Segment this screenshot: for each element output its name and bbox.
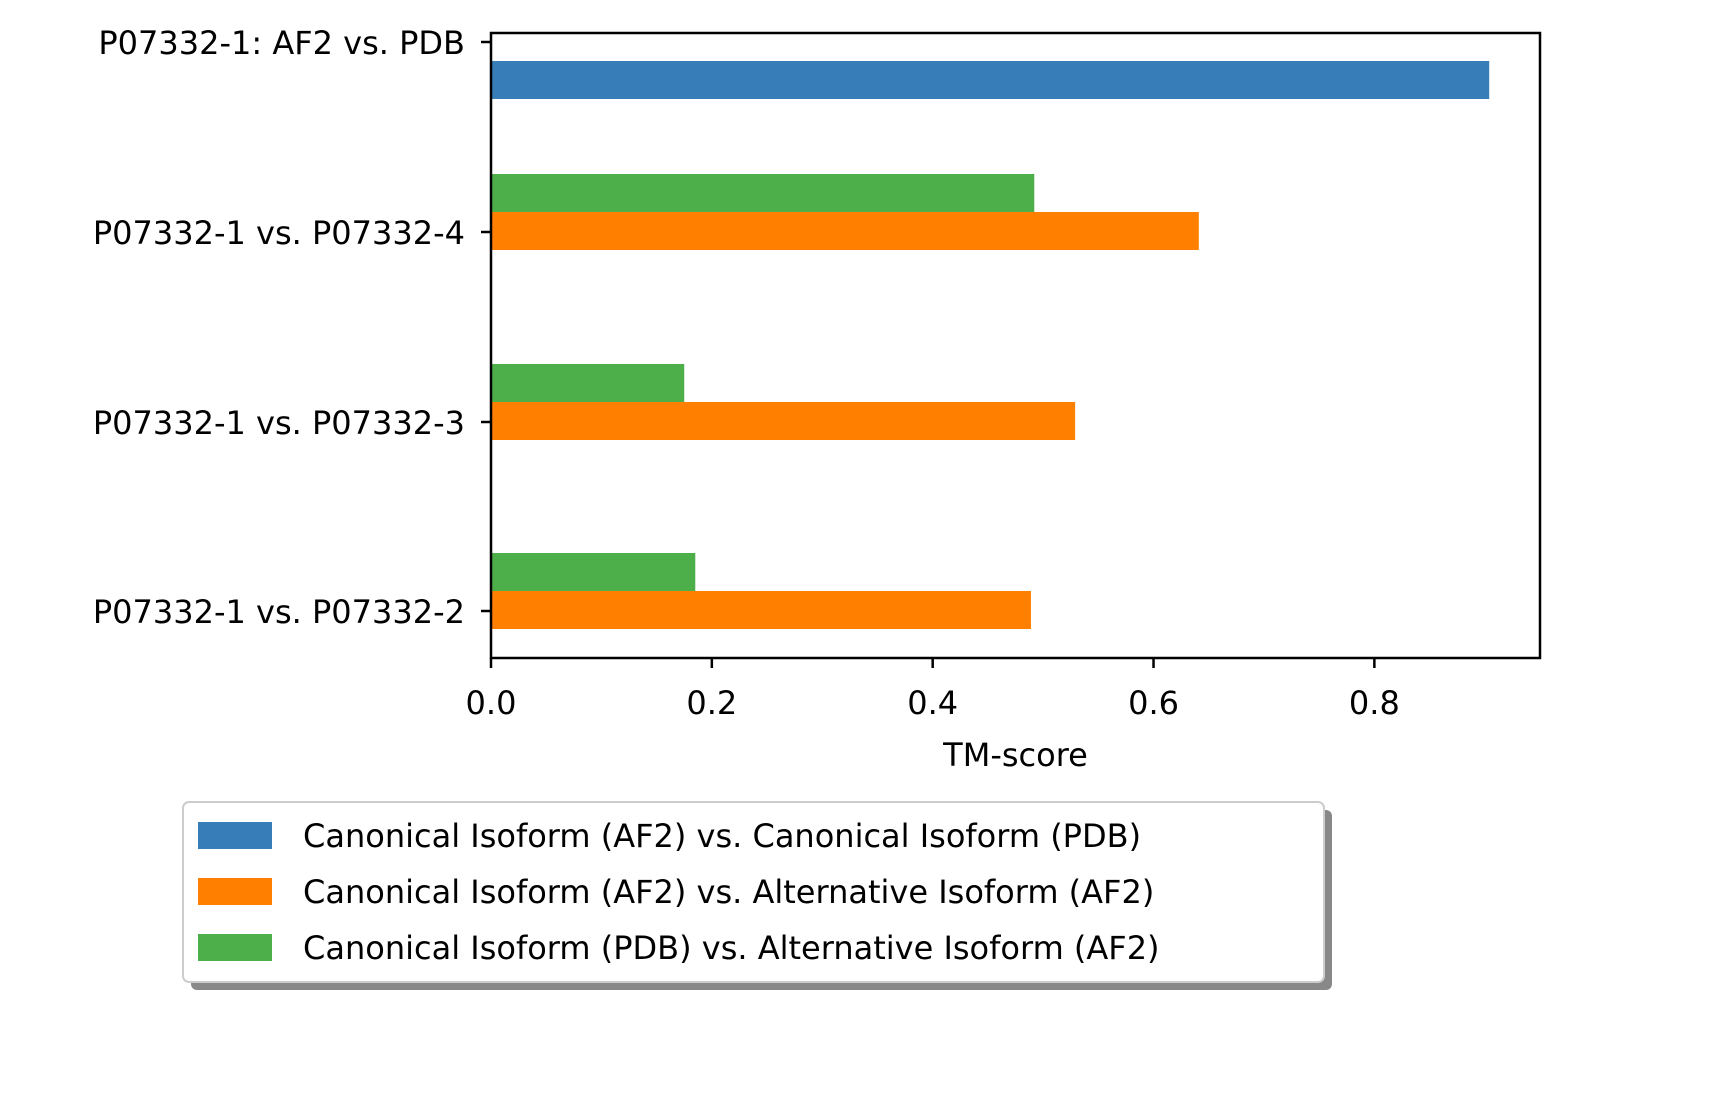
legend-swatch bbox=[198, 822, 272, 849]
y-tick-label: P07332-1 vs. P07332-2 bbox=[93, 593, 465, 631]
plot-area-frame bbox=[489, 31, 1542, 660]
y-tick-label: P07332-1 vs. P07332-4 bbox=[93, 214, 465, 252]
bar-af2-vs-alt-af2-3 bbox=[491, 591, 1031, 629]
legend-label: Canonical Isoform (PDB) vs. Alternative … bbox=[303, 929, 1160, 967]
x-tick-label: 0.6 bbox=[1128, 684, 1179, 722]
y-tick-label: P07332-1 vs. P07332-3 bbox=[93, 404, 465, 442]
bar-af2-vs-alt-af2-2 bbox=[491, 402, 1076, 440]
legend: Canonical Isoform (AF2) vs. Canonical Is… bbox=[182, 801, 1332, 990]
legend-box bbox=[182, 801, 1325, 983]
x-axis: 0.0 0.2 0.4 0.6 0.8 bbox=[466, 658, 1400, 722]
x-tick-label: 0.8 bbox=[1349, 684, 1400, 722]
bar-pdb-vs-alt-af2-1 bbox=[491, 174, 1035, 212]
bar-pdb-vs-alt-af2-2 bbox=[491, 364, 685, 402]
x-tick-label: 0.4 bbox=[907, 684, 958, 722]
bar-pdb-vs-alt-af2-3 bbox=[491, 553, 696, 591]
legend-swatch bbox=[198, 878, 272, 905]
legend-label: Canonical Isoform (AF2) vs. Alternative … bbox=[303, 873, 1154, 911]
x-tick-label: 0.2 bbox=[686, 684, 737, 722]
bar-af2-vs-alt-af2-1 bbox=[491, 212, 1199, 250]
bar-af2-vs-pdb-0 bbox=[491, 61, 1490, 99]
legend-swatch bbox=[198, 934, 272, 961]
y-tick-label: P07332-1: AF2 vs. PDB bbox=[98, 24, 465, 62]
bars-group bbox=[491, 61, 1490, 629]
x-tick-label: 0.0 bbox=[466, 684, 517, 722]
x-axis-label: TM-score bbox=[942, 736, 1088, 774]
legend-label: Canonical Isoform (AF2) vs. Canonical Is… bbox=[303, 817, 1141, 855]
y-axis: P07332-1: AF2 vs. PDB P07332-1 vs. P07332… bbox=[93, 24, 491, 631]
